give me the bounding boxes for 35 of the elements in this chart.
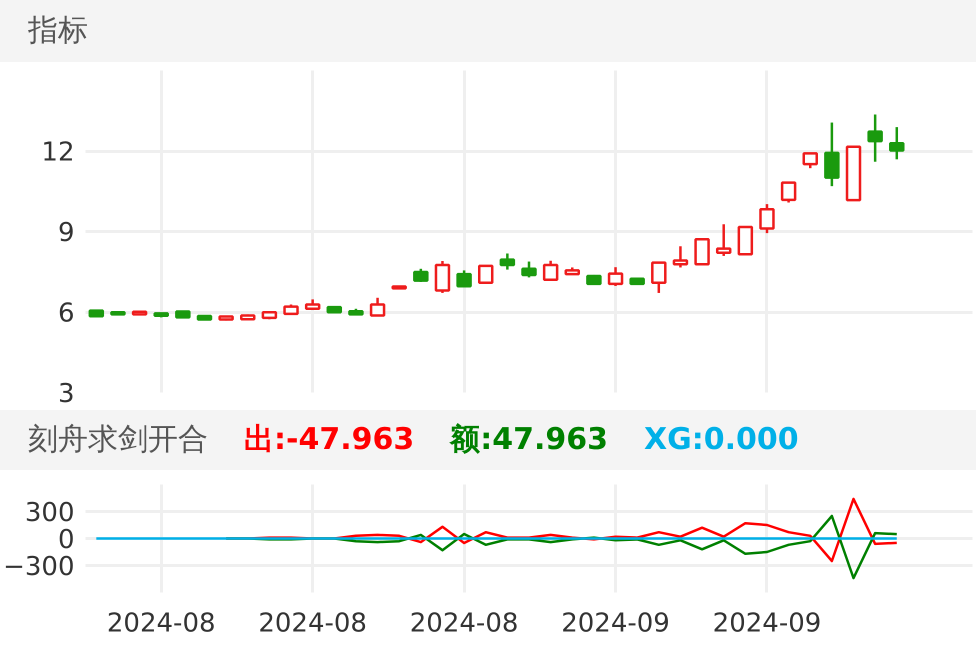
y-tick-label: 6 <box>58 298 75 328</box>
candlestick <box>283 303 299 316</box>
y-tick-label: 0 <box>58 525 75 555</box>
candlestick <box>500 252 516 271</box>
candlestick <box>716 223 732 258</box>
chart-title: 刻舟求剑开合 <box>28 422 208 457</box>
text: 出:-47.963 <box>244 422 414 457</box>
candlestick <box>672 245 688 269</box>
candlestick <box>370 296 386 317</box>
candlestick <box>802 152 818 170</box>
y-tick-label: −300 <box>3 552 75 582</box>
candlestick <box>413 268 429 284</box>
candlestick <box>867 113 883 163</box>
x-tick-label: 2024-08 <box>258 608 367 638</box>
x-tick-label: 2024-08 <box>106 608 216 638</box>
y-tick-label: 3 <box>58 379 75 409</box>
candlestick <box>759 202 775 234</box>
x-tick-label: 2024-09 <box>561 608 670 638</box>
text: XG:0.000 <box>644 422 799 457</box>
x-tick-label: 2024-09 <box>712 608 822 638</box>
candlestick <box>478 264 494 284</box>
y-tick-label: 12 <box>41 138 75 168</box>
candlestick <box>456 269 472 288</box>
x-tick-label: 2024-08 <box>410 608 518 638</box>
candlestick <box>304 298 320 310</box>
candlestick <box>651 261 667 294</box>
y-tick-label: 300 <box>24 498 75 528</box>
y-tick-label: 9 <box>58 218 75 248</box>
candlestick <box>521 260 537 279</box>
chart-title: 指标 <box>28 13 88 48</box>
text: 额:47.963 <box>450 422 608 457</box>
candlestick <box>608 266 624 288</box>
candlestick <box>542 260 558 282</box>
candlestick <box>780 181 796 204</box>
candlestick <box>889 126 905 161</box>
